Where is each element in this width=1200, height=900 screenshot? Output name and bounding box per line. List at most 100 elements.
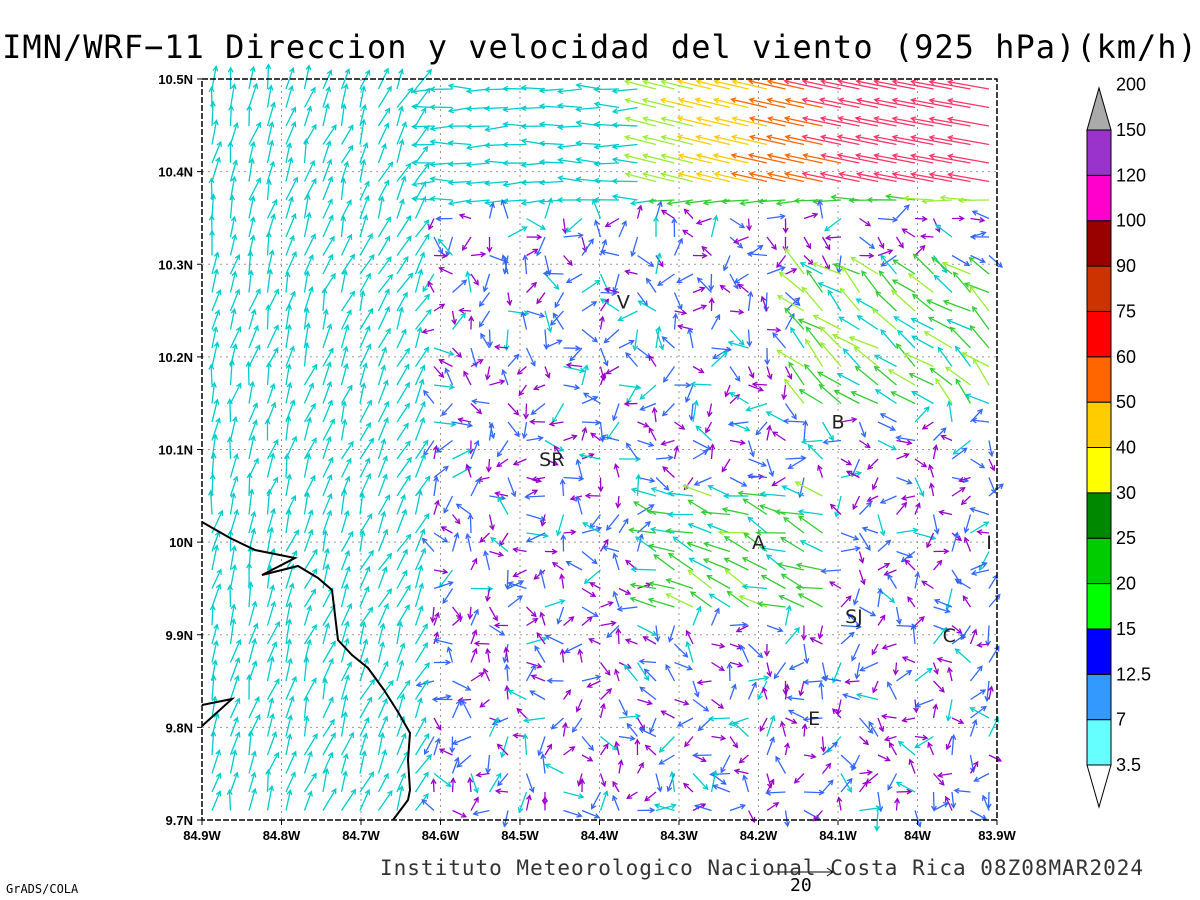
wind-vector-head [845, 470, 853, 476]
wind-vector [495, 346, 509, 349]
wind-vector-head [422, 623, 428, 630]
wind-vector-head [850, 256, 857, 263]
wind-vector [701, 511, 731, 516]
wind-vector [895, 606, 901, 624]
wind-vector-head [383, 400, 390, 407]
wind-vector-head [522, 254, 529, 261]
wind-vector-head [769, 736, 775, 743]
wind-vector-head [544, 763, 551, 769]
wind-vector-head [863, 739, 870, 746]
wind-vector-head [932, 444, 939, 451]
wind-vector [642, 98, 675, 109]
wind-vector [452, 448, 472, 460]
wind-vector-head [723, 557, 730, 563]
wind-vector-head [729, 392, 736, 398]
wind-vector-head [480, 332, 486, 339]
wind-vector [922, 421, 934, 430]
wind-vector [969, 285, 990, 312]
wind-vector [805, 339, 824, 367]
wind-vector [340, 234, 352, 256]
wind-vector [377, 773, 389, 793]
wind-vector-head [651, 406, 658, 414]
wind-vector-head [556, 88, 564, 95]
wind-vector-head [747, 78, 755, 85]
wind-vector-head [255, 177, 261, 184]
wind-vector-head [443, 507, 449, 514]
wind-vector-head [576, 780, 583, 787]
wind-vector-head [447, 200, 455, 206]
wind-vector [683, 485, 712, 497]
wind-vector-head [776, 562, 783, 568]
wind-vector-head [731, 683, 737, 690]
wind-vector [525, 664, 536, 682]
wind-vector [495, 492, 509, 497]
wind-vector-head [307, 509, 314, 516]
wind-vector [743, 498, 768, 516]
wind-vector-head [732, 742, 738, 749]
wind-vector [211, 157, 220, 182]
wind-vector-head [695, 171, 702, 178]
wind-vector [988, 440, 993, 456]
wind-vector [396, 475, 411, 497]
wind-vector-head [915, 502, 921, 509]
wind-vector [266, 752, 279, 774]
wind-vector-head [900, 495, 908, 501]
wind-vector-head [405, 440, 411, 447]
wind-vector [446, 236, 454, 256]
wind-vector-head [269, 160, 276, 167]
wind-vector [679, 99, 712, 109]
wind-vector [581, 587, 596, 597]
wind-vector [531, 402, 546, 415]
wind-vector-head [775, 200, 782, 207]
wind-vector [859, 807, 881, 812]
wind-vector-head [682, 651, 689, 658]
wind-vector [414, 606, 423, 626]
wind-vector [970, 689, 986, 701]
wind-vector-head [648, 504, 655, 510]
wind-vector-head [423, 219, 430, 226]
wind-vector-head [866, 501, 873, 508]
wind-vector [859, 736, 869, 745]
wind-vector [640, 402, 657, 411]
wind-vector [766, 624, 783, 632]
wind-vector-head [954, 345, 961, 352]
wind-vector-head [285, 508, 292, 516]
wind-vector-head [910, 623, 917, 631]
wind-vector-head [779, 720, 786, 727]
wind-vector [470, 253, 486, 257]
wind-vector-head [270, 507, 276, 515]
wind-vector [359, 159, 365, 182]
wind-vector [322, 641, 336, 663]
wind-vector-head [556, 143, 564, 150]
wind-vector [503, 810, 509, 827]
wind-vector-head [931, 256, 938, 263]
wind-vector [724, 557, 749, 571]
wind-vector-head [575, 120, 582, 126]
wind-vector [303, 287, 313, 312]
wind-vector-head [994, 645, 1000, 652]
wind-vector [285, 658, 292, 682]
wind-vector-head [977, 665, 983, 672]
wind-vector-head [447, 161, 454, 167]
wind-vector-head [434, 611, 440, 619]
wind-vector [851, 391, 879, 405]
wind-vector [322, 176, 333, 201]
wind-vector [248, 66, 255, 90]
wind-vector-head [306, 416, 313, 423]
wind-vector-head [653, 803, 661, 809]
wind-vector [211, 342, 219, 367]
wind-vector-head [270, 101, 276, 108]
wind-vector-head [575, 140, 582, 147]
wind-vector [340, 200, 352, 219]
wind-vector [714, 117, 749, 127]
wind-vector [742, 585, 768, 590]
wind-vector [729, 684, 736, 700]
wind-vector-head [919, 233, 927, 240]
wind-vector-head [328, 696, 334, 703]
wind-vector-head [746, 251, 753, 257]
wind-vector-head [560, 533, 567, 540]
wind-vector [581, 527, 602, 534]
wind-vector [785, 457, 806, 460]
wind-vector [303, 454, 310, 478]
wind-vector-head [575, 156, 582, 163]
